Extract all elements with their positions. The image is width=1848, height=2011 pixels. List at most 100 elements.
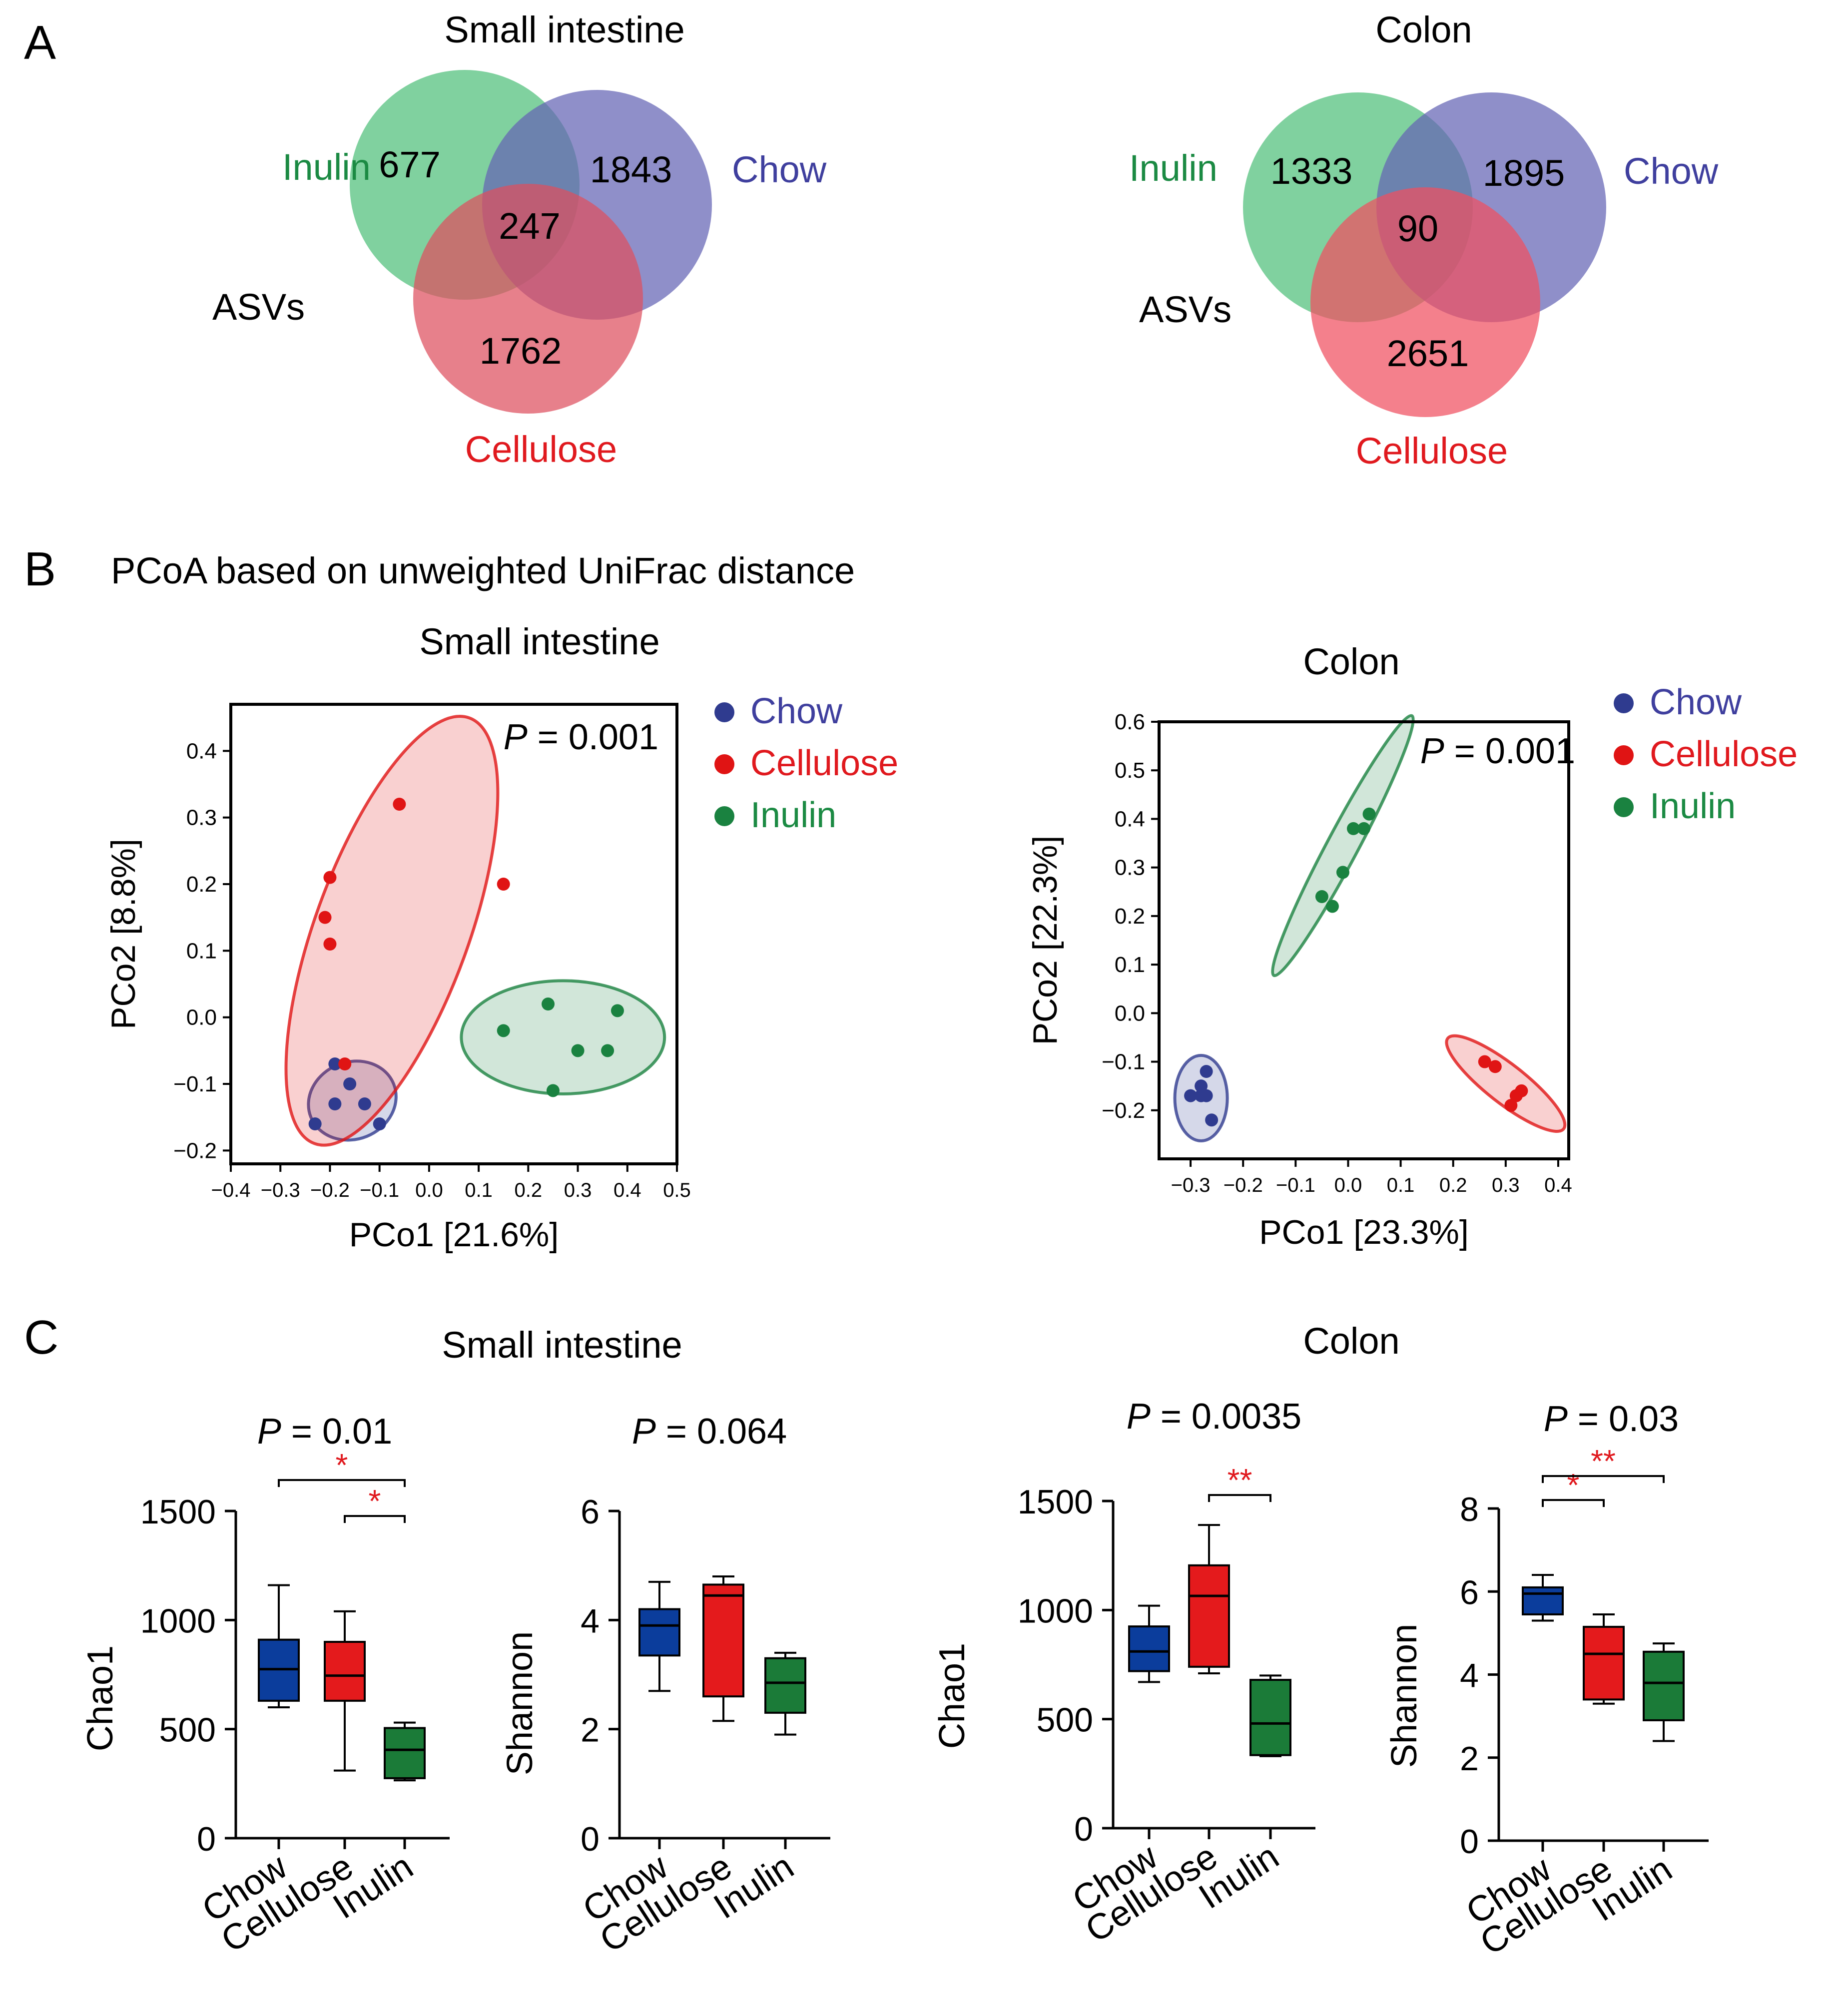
y-tick-label: 0 [197, 1820, 216, 1858]
y-tick-label: 1000 [140, 1602, 216, 1640]
plot-frame [229, 703, 678, 1165]
p-value: P = 0.03 [1544, 1399, 1679, 1439]
point-inulin [1346, 822, 1360, 835]
point-chow [328, 1097, 342, 1110]
p-symbol: P [1420, 731, 1444, 771]
point-inulin [1325, 900, 1339, 913]
venn-title: Colon [1375, 9, 1472, 50]
point-chow [1200, 1089, 1213, 1102]
x-axis-label: PCo1 [21.6%] [349, 1216, 559, 1254]
p-symbol: P [1544, 1399, 1568, 1439]
venn-side-label: ASVs [1139, 289, 1232, 330]
legend-marker-chow [1614, 693, 1634, 713]
legend-label-chow: Chow [1650, 682, 1742, 722]
x-axis-label: PCo1 [23.3%] [1259, 1213, 1469, 1251]
p-value: P = 0.001 [504, 717, 658, 757]
significance-bracket [1542, 1475, 1665, 1483]
venn-count-shared: 247 [499, 205, 560, 247]
y-tick-label: 500 [1037, 1701, 1093, 1739]
point-inulin [1357, 822, 1370, 835]
y-tick-label: −0.1 [1102, 1050, 1145, 1074]
box-cellulose [324, 1641, 366, 1702]
y-tick-label: 1500 [1018, 1483, 1093, 1521]
y-tick-label: 1500 [140, 1493, 216, 1531]
y-tick-label: 0.4 [1115, 807, 1145, 831]
significance-stars: * [1567, 1467, 1580, 1503]
y-tick-label: −0.1 [173, 1072, 217, 1096]
y-tick-label: −0.2 [1102, 1098, 1145, 1123]
legend-marker-chow [714, 702, 734, 722]
significance-stars: * [369, 1483, 381, 1519]
point-chow [1200, 1065, 1213, 1078]
venn-colon: Colon Inulin Chow Cellulose 1333 1895 90… [1129, 9, 1719, 472]
y-axis-label: Shannon [500, 1631, 540, 1775]
p-value-text: = 0.001 [1444, 731, 1575, 771]
box-cellulose [1583, 1625, 1625, 1701]
point-inulin [1362, 807, 1376, 821]
y-tick-label: 0.3 [186, 806, 217, 830]
x-tick-label: 0.4 [614, 1179, 641, 1201]
y-tick-label: 0.3 [1115, 856, 1145, 880]
ellipse-inulin [460, 979, 666, 1096]
p-value-text: = 0.001 [528, 717, 658, 757]
point-chow [343, 1077, 357, 1090]
venn-small-intestine: Small intestine Inulin Chow Cellulose 67… [212, 9, 827, 470]
y-tick-label: 8 [1460, 1491, 1479, 1528]
y-tick-label: 0.4 [186, 739, 217, 763]
y-axis-label: Shannon [1384, 1624, 1424, 1768]
y-tick-label: 0.1 [186, 939, 217, 963]
venn-label-cellulose: Cellulose [1356, 430, 1508, 472]
point-inulin [1315, 890, 1328, 903]
point-inulin [497, 1024, 510, 1037]
y-tick-label: 6 [581, 1493, 600, 1531]
box-inulin [1249, 1679, 1291, 1756]
box-inulin [1643, 1650, 1685, 1721]
x-tick-label: 0.0 [1334, 1174, 1362, 1196]
y-tick-label: 0.0 [186, 1006, 217, 1030]
legend-label-cellulose: Cellulose [1650, 734, 1798, 774]
point-inulin [601, 1044, 615, 1057]
point-cellulose [1509, 1089, 1523, 1102]
x-tick-label: 0.3 [564, 1179, 592, 1201]
y-tick-label: 0.6 [1115, 710, 1145, 734]
box-inulin [764, 1657, 806, 1714]
pcoa-plot-colon: Colon −0.3 −0.2 −0.1 0.0 0.1 0.2 0.3 0.4 −0.2 −0.1… [1026, 641, 1798, 1251]
y-tick-label: 0 [1074, 1810, 1093, 1848]
y-tick-label: 500 [159, 1711, 216, 1749]
point-cellulose [323, 871, 337, 884]
p-value: P = 0.0035 [1127, 1397, 1301, 1437]
significance-stars: * [336, 1447, 348, 1483]
p-value-text: = 0.03 [1568, 1399, 1679, 1439]
p-value-text: = 0.0035 [1151, 1397, 1301, 1437]
venn-count-inulin-only: 677 [379, 144, 440, 185]
p-value: P = 0.064 [632, 1412, 787, 1452]
ellipse-cellulose [1445, 1034, 1567, 1133]
venn-label-cellulose: Cellulose [465, 429, 617, 470]
point-inulin [1336, 866, 1349, 879]
venn-count-cellulose-only: 2651 [1387, 333, 1469, 374]
x-tick-label: 0.4 [1544, 1174, 1572, 1196]
point-cellulose [1504, 1099, 1518, 1112]
y-tick-label: 2 [581, 1711, 600, 1749]
p-value: P = 0.001 [1420, 731, 1575, 771]
y-tick-label: 0.5 [1115, 758, 1145, 783]
p-value-text: = 0.064 [656, 1412, 787, 1452]
y-tick-label: 0.2 [1115, 904, 1145, 929]
box-section-title-colon: Colon [1303, 1320, 1399, 1362]
venn-count-inulin-only: 1333 [1270, 150, 1353, 192]
y-axis-label: Chao1 [80, 1645, 120, 1751]
legend-marker-inulin [1614, 797, 1634, 817]
panel-b-title: PCoA based on unweighted UniFrac distanc… [111, 550, 855, 591]
venn-count-chow-only: 1843 [590, 149, 672, 190]
x-tick-label: 0.1 [1387, 1174, 1415, 1196]
p-value: P = 0.01 [257, 1412, 392, 1452]
venn-label-inulin: Inulin [282, 146, 371, 188]
x-tick-label: −0.1 [1276, 1174, 1315, 1196]
venn-label-inulin: Inulin [1129, 147, 1218, 189]
y-tick-label: 2 [1460, 1740, 1479, 1778]
pcoa-title: Small intestine [419, 621, 659, 662]
y-tick-label: −0.2 [173, 1138, 217, 1163]
